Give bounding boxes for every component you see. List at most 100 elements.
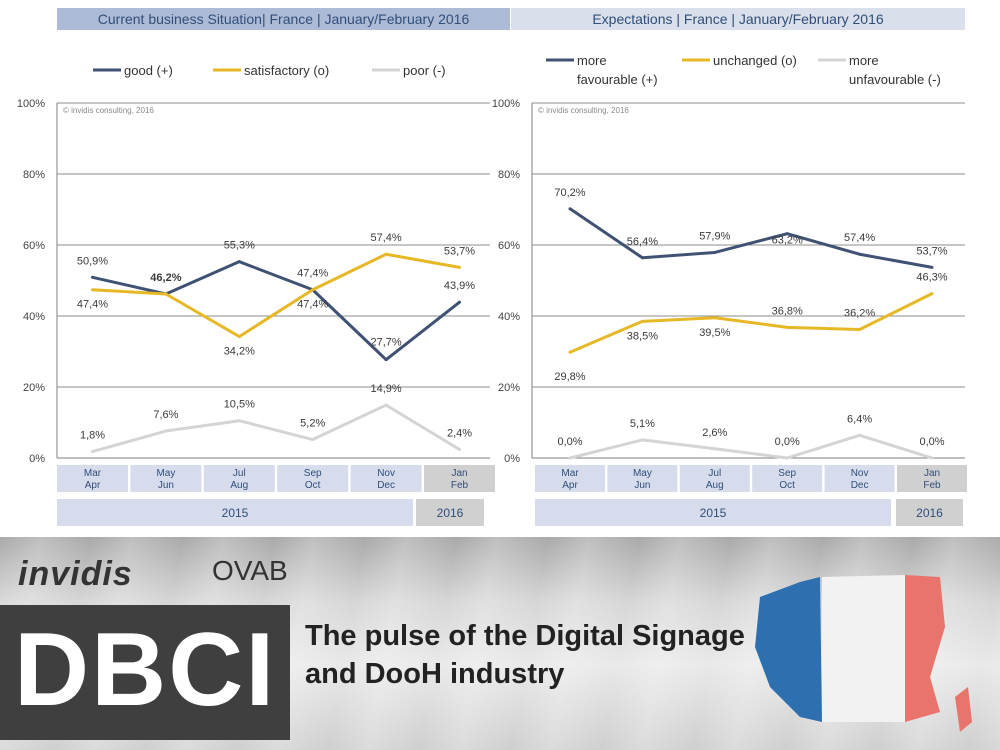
series-line-2: [569, 433, 933, 460]
series-line-0: [569, 207, 933, 269]
data-label: 63,2%: [772, 235, 803, 247]
x-tick-label: Aug: [706, 480, 724, 491]
x-tick-label: Sep: [304, 468, 322, 479]
data-label: 56,4%: [627, 236, 658, 248]
x-tick-label: Sep: [778, 468, 796, 479]
x-tick-label: Feb: [451, 480, 469, 491]
x-tick-label: Feb: [923, 480, 941, 491]
data-label: 47,4%: [297, 268, 328, 280]
y-tick-label: 60%: [23, 240, 45, 252]
x-tick-label: Apr: [562, 480, 578, 491]
y-tick-label: 100%: [17, 98, 45, 110]
x-category-box: [535, 465, 605, 492]
year-label: 2016: [916, 506, 943, 520]
data-point: [311, 438, 315, 442]
data-point: [640, 438, 644, 442]
x-tick-label: Jun: [158, 480, 174, 491]
series-line-2: [92, 403, 461, 454]
data-label: 0,0%: [775, 436, 800, 448]
series-line-1: [569, 292, 933, 354]
x-tick-label: Mar: [84, 468, 102, 479]
france-map-icon: [755, 575, 972, 732]
data-point: [237, 260, 241, 264]
data-label: 53,7%: [916, 245, 947, 257]
data-label: 34,2%: [224, 346, 255, 358]
data-point: [858, 433, 862, 437]
data-point: [384, 358, 388, 362]
x-category-box: [350, 465, 422, 492]
data-label: 57,4%: [844, 232, 875, 244]
tagline: The pulse of the Digital Signage and Doo…: [305, 617, 785, 693]
data-label: 36,2%: [844, 307, 875, 319]
x-category-box: [897, 465, 967, 492]
data-point: [458, 447, 461, 451]
data-label: 50,9%: [77, 255, 108, 267]
x-category-box: [424, 465, 495, 492]
data-label: 46,3%: [916, 272, 947, 284]
x-tick-label: Dec: [851, 480, 869, 491]
data-point: [91, 288, 94, 292]
x-tick-label: Nov: [851, 468, 869, 479]
legend-label: poor (-): [403, 63, 446, 78]
x-category-box: [824, 465, 895, 492]
data-point: [713, 316, 717, 320]
banner: invidis OVAB DBCI The pulse of the Digit…: [0, 537, 1000, 750]
x-category-box: [607, 465, 678, 492]
x-tick-label: May: [633, 468, 652, 479]
data-label: 0,0%: [557, 436, 582, 448]
data-point: [640, 256, 644, 260]
series-line-0: [92, 260, 461, 362]
year-box: [57, 499, 413, 526]
data-label: 0,0%: [919, 436, 944, 448]
data-point: [568, 350, 572, 354]
data-point: [164, 429, 168, 433]
data-label: 55,3%: [224, 240, 255, 252]
data-label: 5,1%: [630, 418, 655, 430]
x-category-box: [752, 465, 823, 492]
data-label: 10,5%: [224, 399, 255, 411]
data-label: 57,9%: [699, 230, 730, 242]
data-point: [311, 288, 315, 292]
data-point: [568, 456, 572, 460]
year-box: [416, 499, 484, 526]
x-tick-label: Oct: [779, 480, 795, 491]
data-point: [930, 292, 934, 296]
copyright-note: © invidis consulting, 2016: [63, 106, 154, 115]
charts-canvas: 0% 20% 40% 60% 80% 100% © invidis consulting, …: [17, 53, 967, 526]
data-point: [91, 450, 94, 454]
data-point: [458, 300, 461, 304]
data-label: 5,2%: [300, 418, 325, 430]
y-tick-label: 0%: [29, 453, 45, 465]
data-label: 53,7%: [444, 245, 475, 257]
y-tick-label: 40%: [23, 311, 45, 323]
copyright-note: © invidis consulting, 2016: [538, 106, 629, 115]
legend-label: unfavourable (-): [849, 72, 941, 87]
data-label: 36,8%: [772, 305, 803, 317]
x-tick-label: Jul: [233, 468, 246, 479]
data-point: [930, 456, 934, 460]
data-label: 1,8%: [80, 430, 105, 442]
legend-label: good (+): [124, 63, 173, 78]
data-point: [237, 419, 241, 423]
y-tick-label: 100%: [492, 98, 520, 110]
data-label: 70,2%: [554, 187, 585, 199]
x-tick-label: Aug: [230, 480, 248, 491]
data-label: 2,6%: [702, 427, 727, 439]
x-category-box: [130, 465, 202, 492]
x-tick-label: Jan: [924, 468, 940, 479]
y-tick-label: 40%: [498, 311, 520, 323]
data-point: [713, 250, 717, 254]
data-label: 46,2%: [150, 272, 181, 284]
data-label: 38,5%: [627, 330, 658, 342]
x-tick-label: Jun: [634, 480, 650, 491]
legend-label: unchanged (o): [713, 53, 797, 68]
data-label: 14,9%: [370, 383, 401, 395]
x-tick-label: May: [156, 468, 175, 479]
data-point: [785, 456, 789, 460]
year-label: 2016: [437, 506, 464, 520]
x-tick-label: Apr: [85, 480, 101, 491]
ovab-logo: OVAB: [212, 555, 288, 586]
x-tick-label: Oct: [305, 480, 321, 491]
invidis-logo: invidis: [18, 555, 133, 593]
x-tick-label: Dec: [377, 480, 395, 491]
